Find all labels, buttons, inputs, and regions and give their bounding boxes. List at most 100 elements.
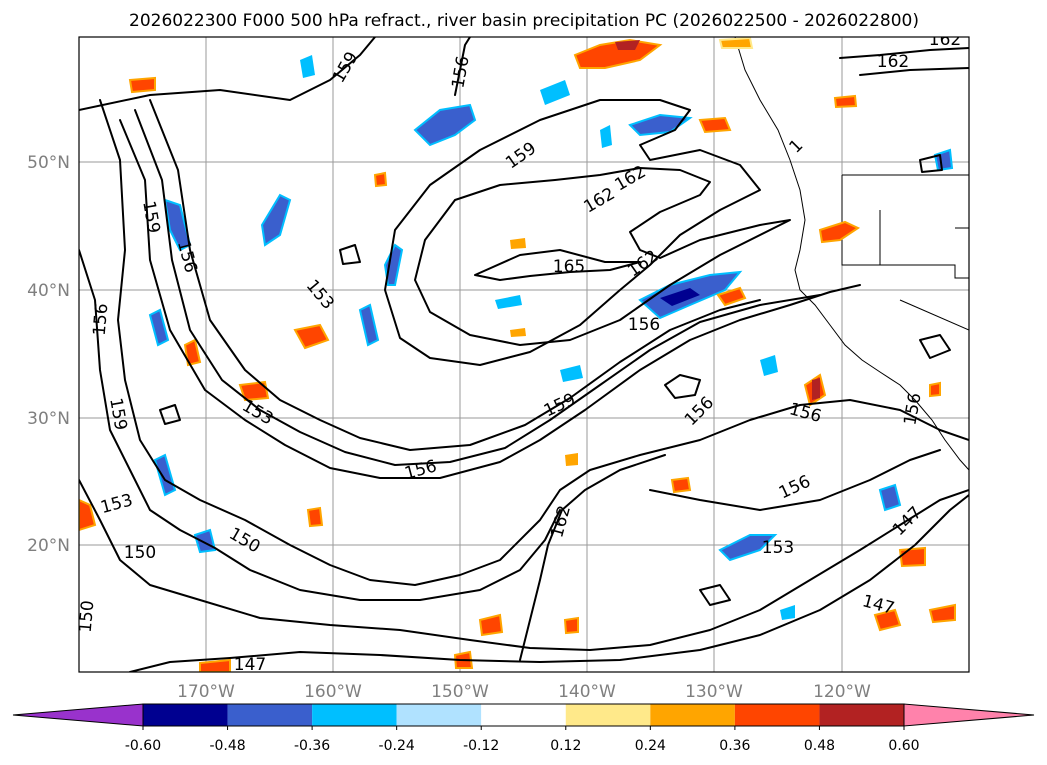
pos-anomaly-patch	[698, 116, 732, 134]
neg-anomaly-patch	[413, 103, 477, 147]
neg-anomaly-patch	[383, 243, 404, 286]
pos-anomaly-patch	[563, 616, 579, 635]
pos-anomaly-patch	[373, 171, 388, 188]
contour-159-top	[79, 37, 376, 111]
contour-labels: 162 162 156 159 159 162 162 165 162 156 …	[79, 30, 961, 675]
colorbar-segment	[565, 704, 651, 726]
lat-label: 20°N	[27, 536, 70, 556]
refractivity-contours	[79, 37, 969, 672]
pos-anomaly-core	[812, 378, 820, 400]
neg-anomaly-patch	[358, 303, 380, 347]
colorbar-segment	[481, 704, 566, 726]
colorbar-segment	[734, 704, 820, 726]
colorbar-tick-label: -0.12	[463, 738, 499, 754]
contour-159	[384, 99, 761, 366]
neg-anomaly-patch	[148, 308, 170, 347]
pos-anomaly-patch	[670, 476, 692, 494]
lon-label: 130°W	[685, 682, 743, 702]
pos-anomaly-patch	[818, 220, 861, 244]
pos-anomaly-patch	[306, 506, 324, 528]
colorbar-tick-label: 0.60	[888, 738, 919, 754]
neg-anomaly-patch	[540, 80, 570, 105]
pos-anomaly-patch	[510, 238, 526, 249]
contour-label: 156	[90, 303, 113, 337]
colorbar-extend-high	[903, 703, 1035, 727]
latitude-labels: 50°N 40°N 30°N 20°N	[27, 153, 70, 556]
neg-anomaly-patch	[628, 113, 693, 137]
pos-anomaly-patch	[833, 94, 858, 109]
neg-anomaly-patch	[260, 193, 292, 247]
contour-misc	[339, 244, 361, 265]
contour-162-s	[519, 454, 666, 661]
pos-anomaly-core	[615, 40, 640, 50]
colorbar-tick-label: 0.12	[550, 738, 581, 754]
lat-label: 50°N	[27, 153, 70, 173]
colorbar-tick-label: 0.24	[635, 738, 666, 754]
pos-anomaly-patch	[293, 323, 330, 350]
colorbar-tick-label: 0.48	[804, 738, 835, 754]
longitude-labels: 170°W 160°W 150°W 140°W 130°W 120°W	[177, 682, 871, 702]
neg-anomaly-patch	[560, 365, 583, 382]
contour-label: 162	[929, 30, 961, 50]
lon-label: 150°W	[431, 682, 489, 702]
contour-misc	[919, 154, 943, 173]
contour-159-jet	[149, 99, 761, 451]
contour-misc	[919, 334, 951, 359]
colorbar-segment	[312, 704, 397, 726]
contour-label: 150	[124, 543, 156, 563]
neg-anomaly-patch	[600, 125, 612, 148]
pos-anomaly-patch	[79, 498, 97, 532]
pos-anomaly-patch	[716, 286, 747, 307]
colorbar-tick-label: -0.36	[294, 738, 330, 754]
colorbar-frame	[142, 703, 905, 727]
contour-147	[129, 494, 969, 672]
neg-anomaly-patch	[760, 355, 778, 376]
coastlines	[734, 37, 969, 471]
neg-anomaly-patch	[300, 55, 315, 78]
lon-label: 140°W	[558, 682, 616, 702]
colorbar-tick-label: -0.48	[209, 738, 245, 754]
lon-label: 160°W	[304, 682, 362, 702]
colorbar-tick-label: -0.24	[379, 738, 415, 754]
contour-162-top-b	[859, 67, 969, 76]
contour-label: 153	[762, 538, 794, 558]
contour-label: 156	[628, 315, 660, 335]
colorbar: -0.60 -0.48 -0.36 -0.24 -0.12 0.12 0.24 0.36 0.4…	[12, 703, 1035, 754]
contour-156-b	[79, 249, 561, 601]
contour-label: 147	[234, 655, 266, 675]
pos-anomaly-patch	[898, 546, 926, 568]
pos-anomaly-patch	[510, 328, 526, 337]
colorbar-segment	[227, 704, 313, 726]
lon-label: 170°W	[177, 682, 235, 702]
pos-anomaly-patch	[928, 603, 956, 624]
contour-162-top	[839, 47, 969, 59]
contour-153-s	[649, 449, 941, 511]
contour-165	[474, 249, 641, 281]
colorbar-segment	[819, 704, 904, 726]
colorbar-segment	[650, 704, 735, 726]
colorbar-segment	[396, 704, 482, 726]
contour-label: 162	[877, 52, 909, 72]
neg-anomaly-patch	[495, 295, 522, 309]
pos-anomaly-patch	[573, 38, 663, 69]
contour-162	[414, 167, 791, 346]
pos-anomaly-patch	[128, 76, 156, 94]
pos-anomaly-patch	[565, 453, 578, 466]
neg-anomaly-patch	[163, 198, 192, 252]
lon-label: 120°W	[813, 682, 871, 702]
neg-anomaly-patch	[878, 483, 902, 512]
figure-title: 2026022300 F000 500 hPa refract., river …	[129, 11, 919, 31]
neg-anomaly-patch	[153, 453, 177, 497]
pos-anomaly-patch	[478, 613, 504, 637]
pos-anomaly-patch	[199, 658, 231, 672]
pos-anomaly-patch	[873, 608, 902, 632]
graticule	[79, 37, 969, 672]
contour-150	[79, 479, 969, 651]
contour-156-jet	[119, 119, 861, 479]
neg-anomaly-patch	[718, 534, 778, 562]
colorbar-tick-label: -0.60	[125, 738, 161, 754]
contour-156-top	[454, 37, 471, 96]
colorbar-segment	[143, 704, 228, 726]
contour-label: 165	[553, 257, 585, 277]
